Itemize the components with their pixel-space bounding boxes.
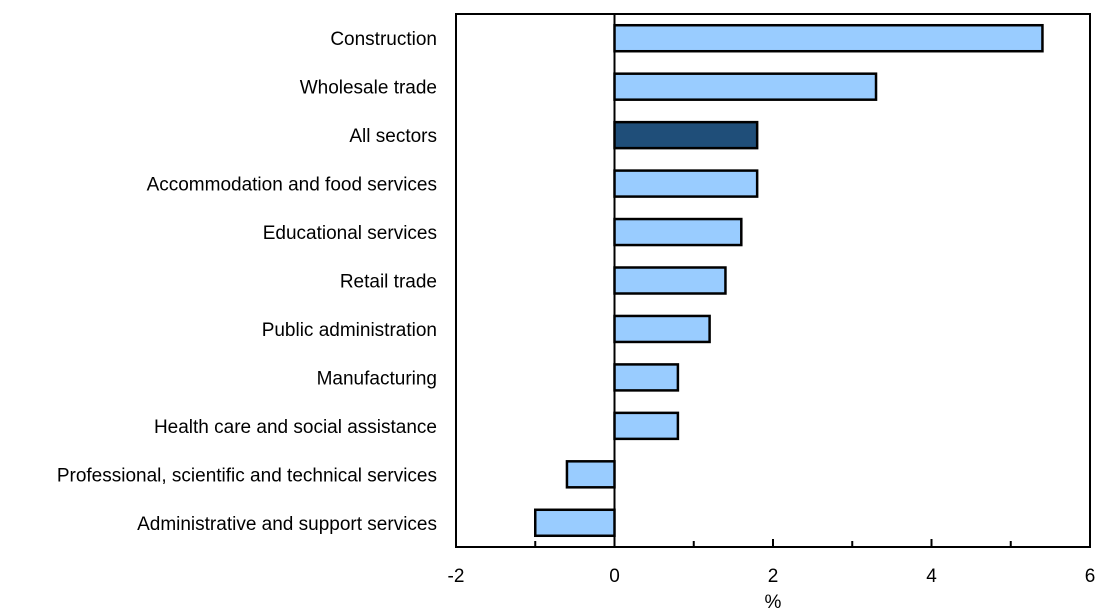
bar-wholesale-trade xyxy=(613,72,878,101)
bar-educational-services xyxy=(613,217,743,247)
category-label: Wholesale trade xyxy=(300,78,437,99)
x-tick-label: 0 xyxy=(609,566,620,587)
bars-group xyxy=(534,23,1044,538)
bar-public-administration xyxy=(613,314,711,344)
bar-administrative-and-support-services xyxy=(534,508,616,538)
x-tick-label: 2 xyxy=(768,566,779,587)
x-ticks: -2 0 2 4 6 xyxy=(448,539,1096,587)
category-label: Accommodation and food services xyxy=(147,175,437,196)
bar-accommodation-and-food-services xyxy=(613,169,759,198)
category-label: Professional, scientific and technical s… xyxy=(57,465,437,486)
category-label: Construction xyxy=(330,29,437,50)
x-tick-label: 4 xyxy=(926,566,937,587)
category-label: Educational services xyxy=(263,223,437,244)
x-tick-label: -2 xyxy=(448,566,465,587)
bar-all-sectors xyxy=(613,120,759,150)
category-label: Public administration xyxy=(262,320,437,341)
category-label: Health care and social assistance xyxy=(154,417,437,438)
category-label: All sectors xyxy=(349,126,437,147)
bar-health-care-and-social-assistance xyxy=(613,411,680,441)
x-axis-title: % xyxy=(765,592,782,612)
category-label: Administrative and support services xyxy=(137,514,437,535)
x-tick-label: 6 xyxy=(1085,566,1096,587)
bar-construction xyxy=(613,23,1044,53)
category-labels: Construction Wholesale trade All sectors Ac… xyxy=(57,29,437,535)
bar-professional-scientific-and-technical-services xyxy=(565,460,616,489)
bar-manufacturing xyxy=(613,363,680,392)
bar-retail-trade xyxy=(613,266,727,295)
category-label: Retail trade xyxy=(340,272,437,293)
category-label: Manufacturing xyxy=(317,368,437,389)
plot-frame xyxy=(455,13,1091,548)
